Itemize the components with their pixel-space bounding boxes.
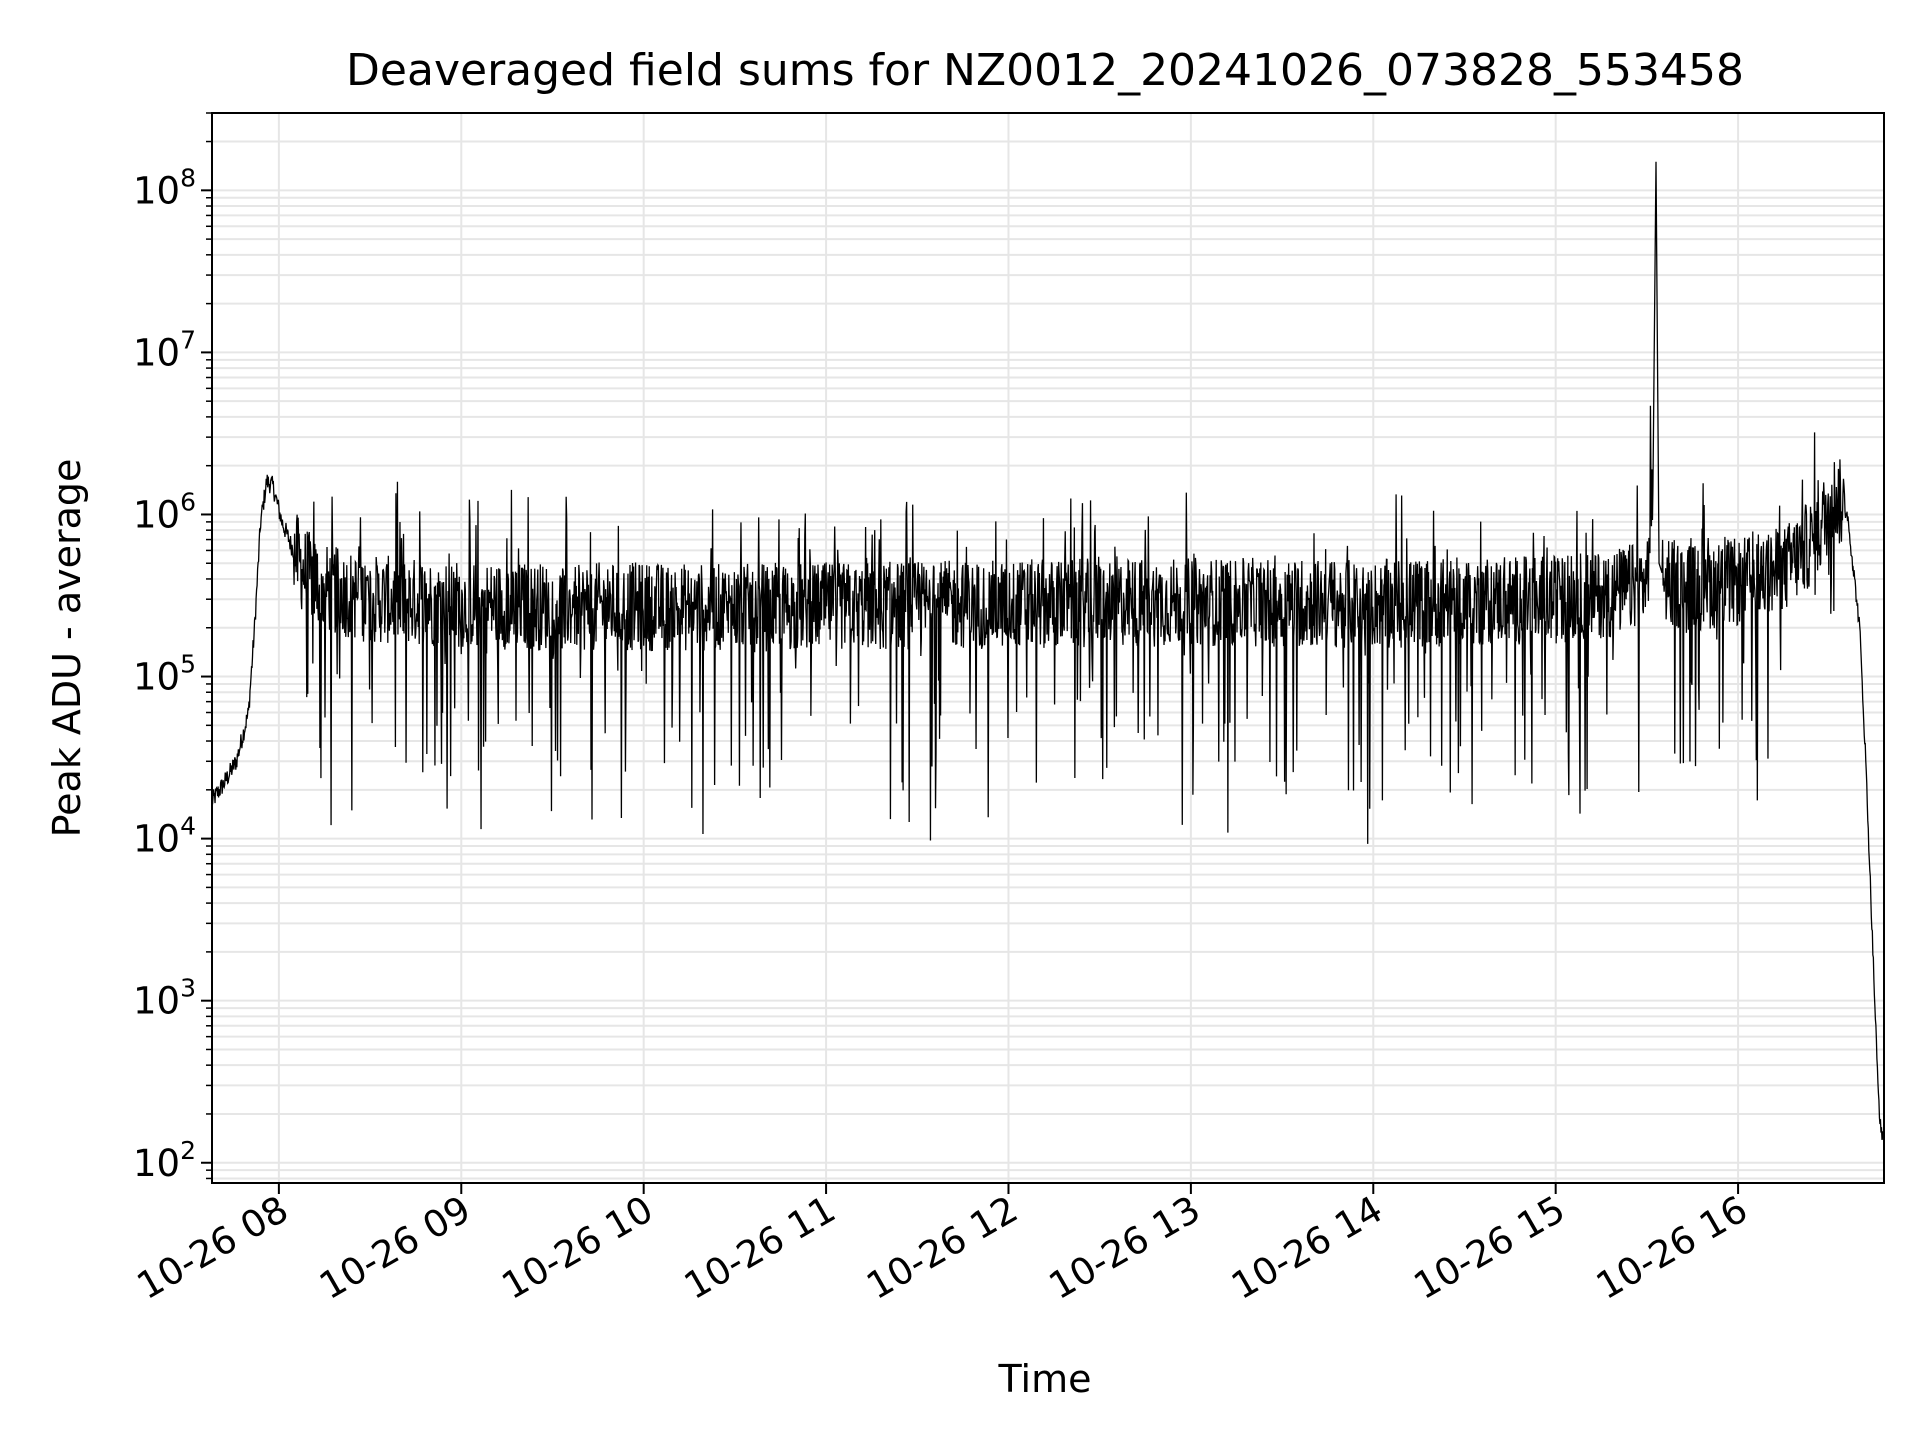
grid (212, 112, 1884, 1183)
y-tick-label: 106 (133, 487, 196, 536)
y-tick-exponent: 3 (180, 974, 196, 1003)
y-tick-exponent: 7 (180, 325, 196, 354)
y-tick-exponent: 5 (180, 650, 196, 679)
y-tick-exponent: 4 (180, 812, 196, 841)
series-line (211, 161, 1885, 1141)
y-tick-exponent: 8 (180, 163, 196, 192)
y-tick-exponent: 2 (180, 1136, 196, 1165)
plot-frame (211, 112, 1885, 1184)
chart-title: Deaveraged field sums for NZ0012_2024102… (346, 45, 1744, 96)
y-axis-label: Peak ADU - average (45, 459, 89, 838)
series (211, 161, 1885, 1141)
x-axis-label: Time (998, 1357, 1092, 1401)
y-tick-exponent: 6 (180, 487, 196, 516)
